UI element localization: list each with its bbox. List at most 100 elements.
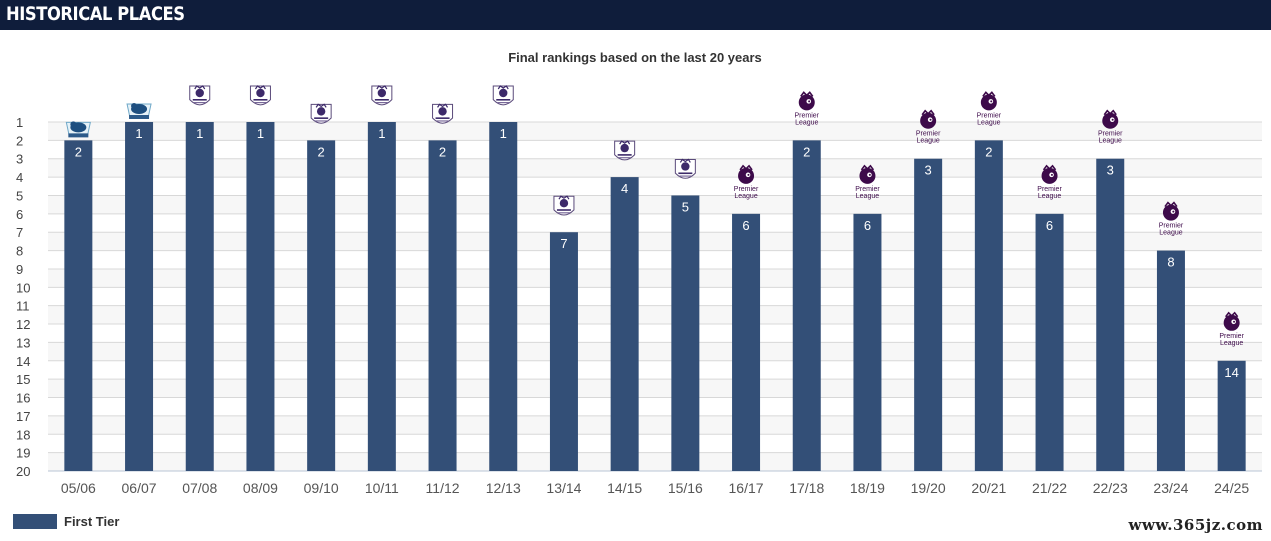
bar-06-07[interactable] xyxy=(125,122,154,471)
premier-league-crest-icon xyxy=(492,85,514,106)
x-tick-label: 20/21 xyxy=(971,480,1006,496)
row-band xyxy=(48,305,1262,325)
x-tick-label: 13/14 xyxy=(546,480,581,496)
y-tick-label: 1 xyxy=(16,115,23,130)
bar-08-09[interactable] xyxy=(246,122,275,471)
bar-data-label: 6 xyxy=(1046,218,1053,233)
premier-league-crest-icon xyxy=(371,85,393,106)
bar-22-23[interactable] xyxy=(1096,158,1125,471)
legend-label: First Tier xyxy=(64,513,120,529)
x-axis: 05/06 06/07 07/08 08/09 09/10 10/11 11/12 12/13… xyxy=(61,480,1250,496)
rankings-chart: Final rankings based on the last 20 year… xyxy=(16,50,1262,496)
bar-09-10[interactable] xyxy=(307,140,336,472)
bar-series-first-tier: 2 1 1 1 2 1 2 1 7 4 5 6 2 6 3 2 6 3 8 14 xyxy=(64,122,1246,472)
bar-07-08[interactable] xyxy=(185,122,214,471)
x-tick-label: 07/08 xyxy=(182,480,217,496)
bar-23-24[interactable] xyxy=(1156,250,1185,471)
premier-league-crest-icon xyxy=(553,195,575,216)
bar-10-11[interactable] xyxy=(367,122,396,471)
row-band xyxy=(48,452,1262,471)
premier-league-crest-icon xyxy=(614,140,636,161)
y-tick-label: 8 xyxy=(16,244,23,259)
bar-data-label: 1 xyxy=(378,126,385,141)
x-tick-label: 24/25 xyxy=(1214,480,1249,496)
premier-league-crest-icon xyxy=(674,158,696,179)
svg-text:Premier: Premier xyxy=(1037,186,1062,193)
section-title: HISTORICAL PLACES xyxy=(6,3,185,25)
section-header: HISTORICAL PLACES xyxy=(0,0,1271,30)
y-tick-label: 6 xyxy=(16,207,23,222)
bar-data-label: 1 xyxy=(257,126,264,141)
bar-13-14[interactable] xyxy=(549,232,578,471)
bar-19-20[interactable] xyxy=(914,158,943,471)
bar-16-17[interactable] xyxy=(732,213,761,471)
bar-18-19[interactable] xyxy=(853,213,882,471)
premier-league-crest-icon xyxy=(249,85,271,106)
bar-data-label: 3 xyxy=(925,163,932,178)
x-tick-label: 16/17 xyxy=(729,480,764,496)
premier-league-crest-icon xyxy=(432,103,454,124)
bar-15-16[interactable] xyxy=(671,195,700,471)
y-tick-label: 11 xyxy=(16,299,30,314)
svg-text:League: League xyxy=(795,119,818,126)
x-tick-label: 14/15 xyxy=(607,480,642,496)
svg-text:League: League xyxy=(1099,138,1122,145)
y-tick-label: 17 xyxy=(16,409,30,424)
x-tick-label: 19/20 xyxy=(911,480,946,496)
row-band xyxy=(48,342,1262,361)
svg-text:Premier: Premier xyxy=(977,112,1002,119)
x-tick-label: 09/10 xyxy=(304,480,339,496)
old-premier-league-logo-icon xyxy=(65,121,91,138)
y-tick-label: 10 xyxy=(16,280,30,295)
svg-text:League: League xyxy=(1220,340,1243,347)
bar-20-21[interactable] xyxy=(974,140,1003,472)
row-band xyxy=(48,158,1262,178)
y-tick-label: 9 xyxy=(16,262,23,277)
y-tick-label: 18 xyxy=(16,427,30,442)
y-tick-label: 3 xyxy=(16,152,23,167)
x-tick-label: 18/19 xyxy=(850,480,885,496)
x-tick-label: 05/06 xyxy=(61,480,96,496)
row-band xyxy=(48,195,1262,214)
old-premier-league-logo-icon xyxy=(126,103,152,119)
bar-24-25[interactable] xyxy=(1217,360,1246,471)
bar-data-label: 1 xyxy=(500,126,507,141)
svg-text:Premier: Premier xyxy=(855,186,880,193)
y-tick-label: 7 xyxy=(16,225,23,240)
league-badges: PremierLeaguePremierLeaguePremierLeagueP… xyxy=(65,85,1245,347)
bar-data-label: 2 xyxy=(439,144,446,159)
x-tick-label: 17/18 xyxy=(789,480,824,496)
bar-data-label: 8 xyxy=(1167,255,1174,270)
y-tick-label: 15 xyxy=(16,372,30,387)
x-tick-label: 23/24 xyxy=(1153,480,1188,496)
bar-data-label: 6 xyxy=(742,218,749,233)
x-tick-label: 22/23 xyxy=(1093,480,1128,496)
bar-data-label: 3 xyxy=(1107,163,1114,178)
svg-text:Premier: Premier xyxy=(794,112,819,119)
bar-data-label: 5 xyxy=(682,199,689,214)
bar-05-06[interactable] xyxy=(64,140,93,472)
bar-data-label: 4 xyxy=(621,181,628,196)
bar-12-13[interactable] xyxy=(489,122,518,471)
chart-title: Final rankings based on the last 20 year… xyxy=(508,50,762,65)
bar-17-18[interactable] xyxy=(792,140,821,472)
bar-14-15[interactable] xyxy=(610,177,639,471)
legend[interactable]: First Tier xyxy=(13,512,119,530)
y-tick-label: 14 xyxy=(16,354,30,369)
svg-text:Premier: Premier xyxy=(1159,223,1184,230)
svg-text:League: League xyxy=(977,119,1000,126)
bar-data-label: 2 xyxy=(985,144,992,159)
bar-21-22[interactable] xyxy=(1035,213,1064,471)
y-tick-label: 19 xyxy=(16,446,30,461)
bar-11-12[interactable] xyxy=(428,140,457,472)
svg-text:League: League xyxy=(856,193,879,200)
watermark: www.365jz.com xyxy=(1128,516,1263,534)
y-tick-label: 4 xyxy=(16,170,23,185)
row-band xyxy=(48,379,1262,398)
